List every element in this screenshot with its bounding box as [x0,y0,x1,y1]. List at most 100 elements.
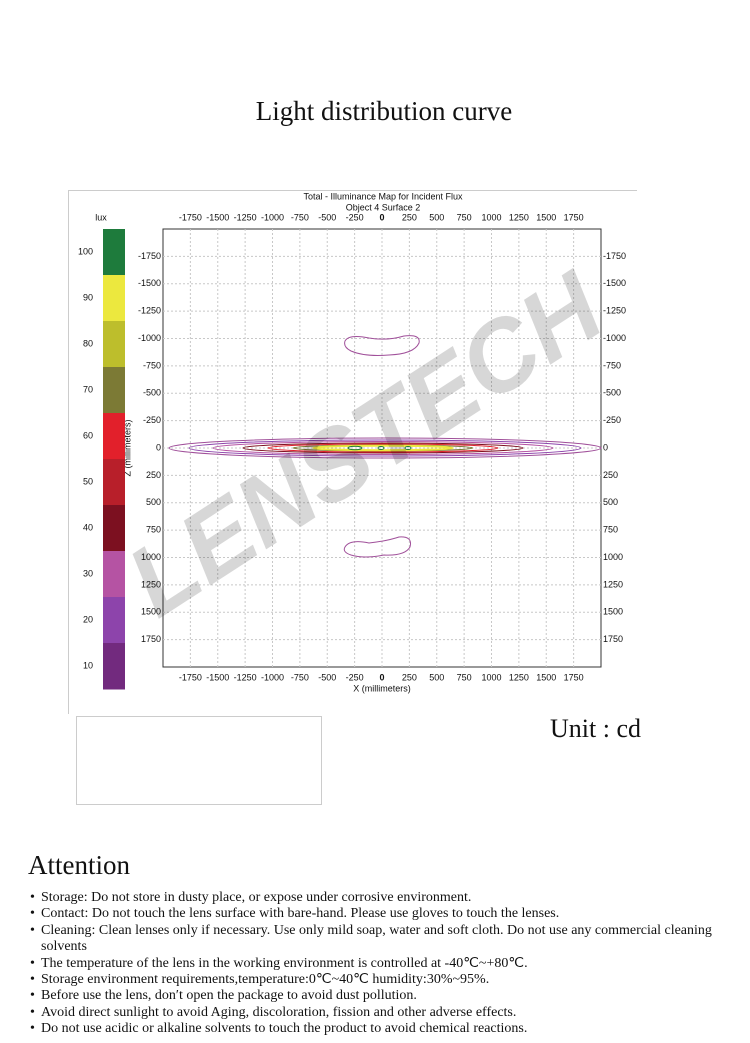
x-tick-label: -500 [318,212,336,222]
colorbar-label: lux [95,212,107,222]
attention-item: Do not use acidic or alkaline solvents t… [30,1021,730,1038]
colorbar-band [103,275,125,322]
contour [347,445,363,451]
z-tick-label: 250 [146,470,161,480]
attention-item: Avoid direct sunlight to avoid Aging, di… [30,1005,730,1022]
z-tick-label: -1500 [603,278,626,288]
colorbar-tick-label: 60 [83,430,93,440]
attention-item: Cleaning: Clean lenses only if necessary… [30,923,730,956]
colorbar-band [103,367,125,414]
z-tick-label: 750 [603,525,618,535]
z-axis-label: Z (millimeters) [122,420,132,477]
z-tick-label: 1500 [141,607,161,617]
x-tick-label: -1000 [261,672,284,682]
contours [168,335,602,558]
unit-label: Unit : cd [550,714,641,743]
attention-title: Attention [28,850,130,880]
attention-list: Storage: Do not store in dusty place, or… [30,890,730,1038]
x-tick-label: -500 [318,672,336,682]
x-tick-label: 0 [379,672,384,682]
x-tick-label: 1000 [481,212,501,222]
x-tick-label: -1500 [206,212,229,222]
z-tick-label: 1000 [603,552,623,562]
colorbar-tick-label: 70 [83,384,93,394]
x-tick-label: -250 [346,672,364,682]
z-tick-label: -1750 [138,251,161,261]
colorbar-band [103,643,125,690]
z-tick-label: -1000 [603,333,626,343]
z-tick-label: -250 [603,415,621,425]
colorbar-band [103,229,125,276]
z-tick-label: 500 [146,497,161,507]
x-tick-label: -1250 [234,212,257,222]
x-tick-label: -1750 [179,672,202,682]
z-tick-label: -750 [143,360,161,370]
z-tick-label: 1500 [603,607,623,617]
contour [168,437,602,459]
z-tick-label: 500 [603,497,618,507]
colorbar-tick-label: 40 [83,522,93,532]
x-tick-label: -1750 [179,212,202,222]
figure-subtitle: Object 4 Surface 2 [346,202,421,212]
z-tick-label: -750 [603,360,621,370]
z-tick-label: 1250 [141,579,161,589]
contour [242,442,524,454]
x-tick-label: -1000 [261,212,284,222]
contour [312,444,454,452]
z-tick-label: 1750 [141,634,161,644]
x-tick-label: 1500 [536,672,556,682]
attention-item: Storage environment requirements,tempera… [30,972,730,989]
contour [404,446,412,450]
z-tick-label: -1500 [138,278,161,288]
colorbar-tick-label: 50 [83,476,93,486]
attention-item: Contact: Do not touch the lens surface w… [30,906,730,923]
colorbar-tick-label: 90 [83,292,93,302]
x-tick-label: 1750 [564,212,584,222]
contour [344,335,420,356]
x-tick-label: 750 [457,672,472,682]
x-tick-label: 250 [402,212,417,222]
colorbar-band [103,413,125,460]
contour [212,441,554,455]
colorbar-band [103,551,125,598]
x-tick-label: -750 [291,672,309,682]
contour [188,439,582,457]
z-tick-label: 1250 [603,579,623,589]
attention-item: The temperature of the lens in the worki… [30,956,730,973]
colorbar-tick-label: 20 [83,614,93,624]
z-tick-label: 1000 [141,552,161,562]
z-tick-label: -250 [143,415,161,425]
z-tick-label: -500 [603,388,621,398]
colorbar-tick-label: 100 [78,246,93,256]
contour [343,536,411,558]
z-tick-label: 750 [146,525,161,535]
colorbar-tick-label: 10 [83,660,93,670]
x-tick-label: 1000 [481,672,501,682]
x-tick-label: 0 [379,212,384,222]
contour [267,443,499,453]
contour [377,446,385,450]
x-tick-label: -1500 [206,672,229,682]
z-tick-label: -1000 [138,333,161,343]
x-tick-label: 750 [457,212,472,222]
colorbar-band [103,505,125,552]
colorbar-tick-label: 80 [83,338,93,348]
empty-box [76,716,322,805]
colorbar-band [103,459,125,506]
z-tick-label: 250 [603,470,618,480]
x-tick-label: 500 [429,672,444,682]
x-tick-label: 1250 [509,212,529,222]
z-tick-label: 0 [156,442,161,452]
z-tick-label: -1750 [603,251,626,261]
z-tick-label: -500 [143,388,161,398]
page-title: Light distribution curve [255,96,513,126]
x-tick-label: 1750 [564,672,584,682]
colorbar-band [103,321,125,368]
x-tick-label: 500 [429,212,444,222]
x-axis-label: X (millimeters) [353,683,411,693]
x-tick-label: -1250 [234,672,257,682]
colorbar-tick-label: 30 [83,568,93,578]
illuminance-map: Total - Illuminance Map for Incident Flu… [68,190,637,714]
attention-item: Storage: Do not store in dusty place, or… [30,890,730,907]
